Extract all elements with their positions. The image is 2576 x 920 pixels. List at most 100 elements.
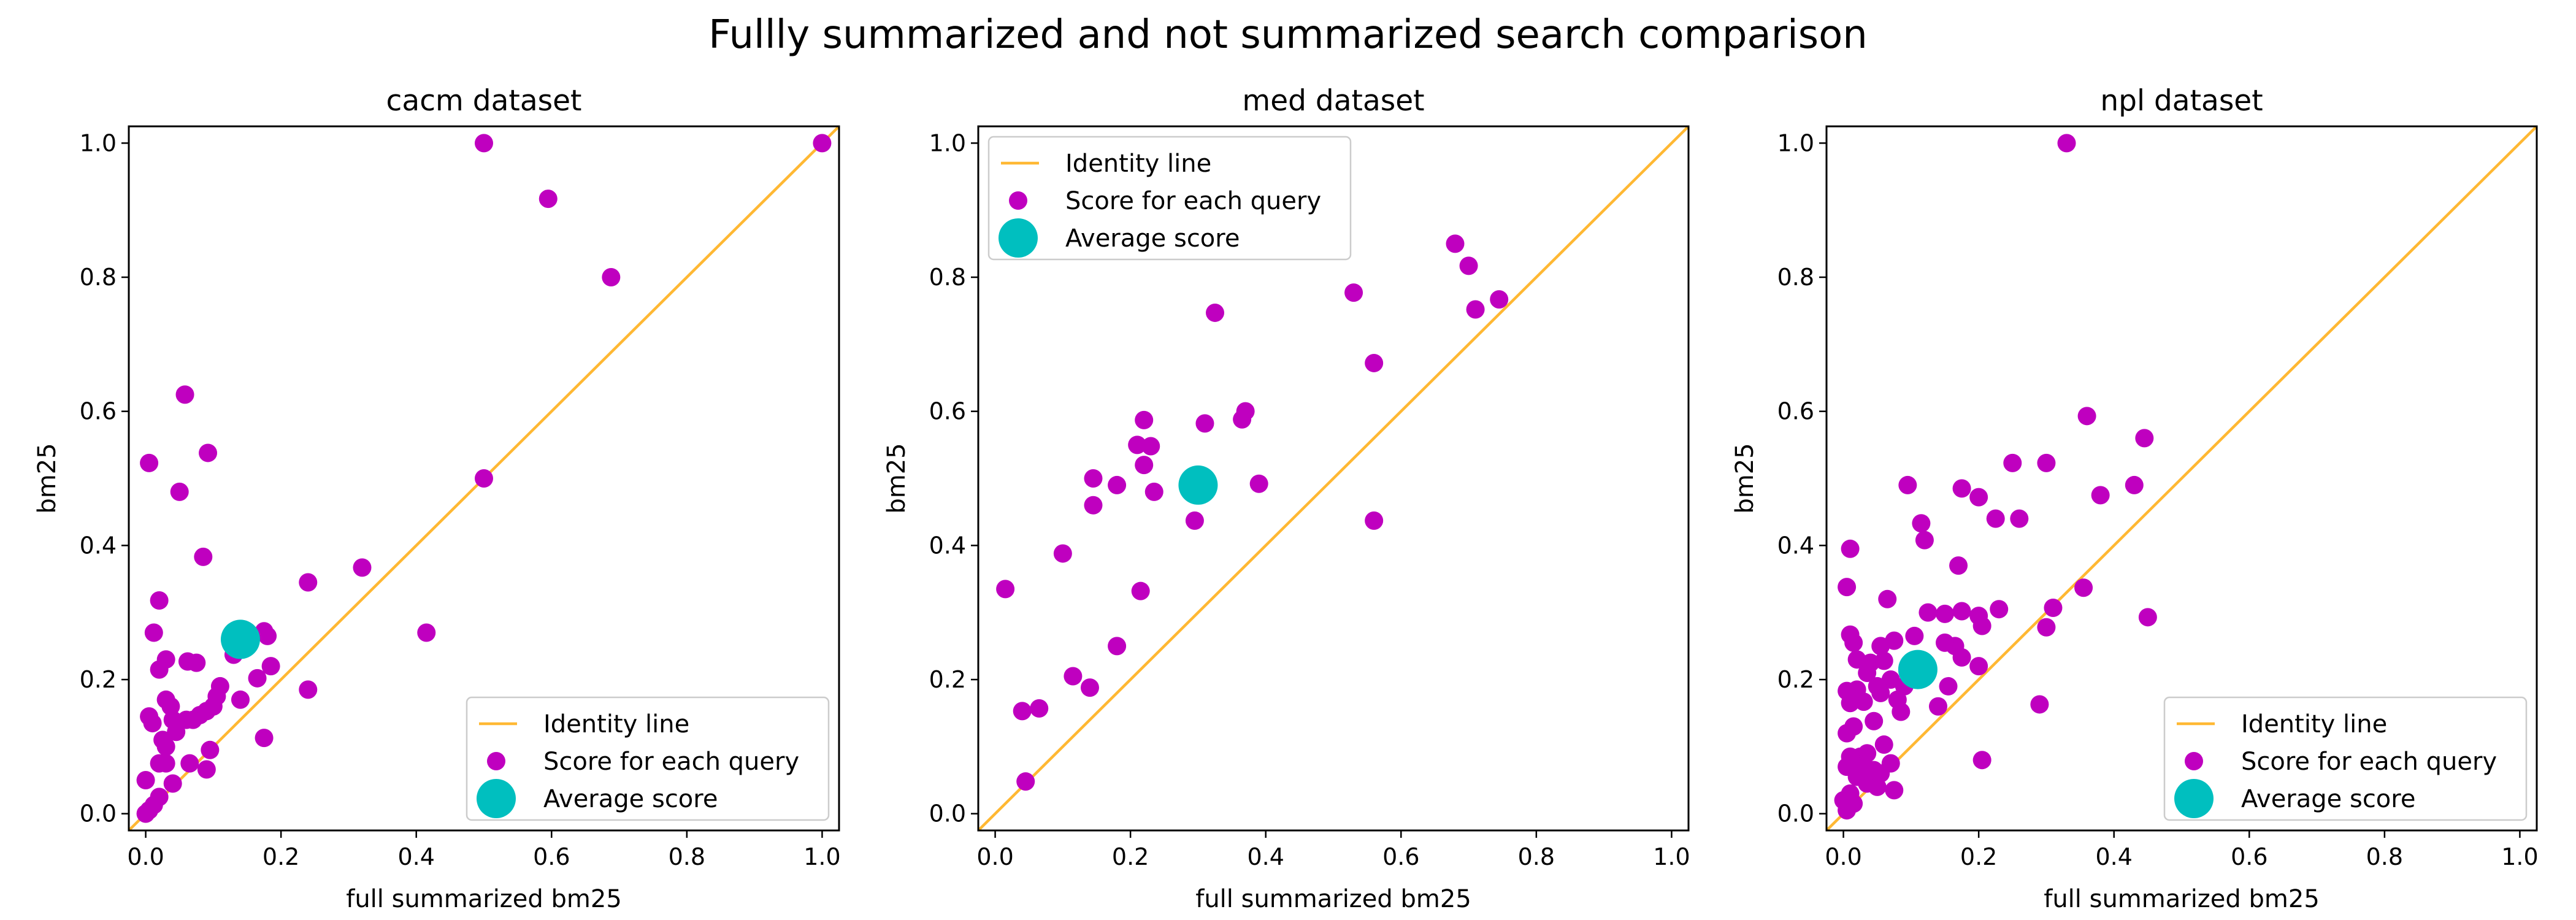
legend-query-swatch: [2185, 752, 2203, 770]
query-score-point: [258, 626, 277, 645]
x-tick-label: 0.6: [1382, 843, 1419, 870]
x-tick-label: 0.0: [127, 843, 164, 870]
query-score-point: [1972, 751, 1991, 770]
y-axis-label: bm25: [883, 443, 911, 513]
query-score-point: [1915, 531, 1934, 550]
query-score-point: [248, 669, 267, 688]
x-tick-label: 0.4: [2095, 843, 2132, 870]
query-score-point: [1030, 699, 1049, 718]
query-score-point: [1969, 488, 1988, 507]
y-tick-label: 1.0: [1777, 129, 1814, 156]
x-axis-label: full summarized bm25: [2044, 885, 2320, 913]
query-score-point: [1064, 667, 1083, 686]
query-score-point: [813, 134, 832, 153]
query-score-point: [197, 760, 216, 779]
query-score-point: [1084, 496, 1103, 515]
x-tick-label: 0.6: [2231, 843, 2267, 870]
x-tick-label: 0.2: [1960, 843, 1997, 870]
legend-query-score: Score for each query: [1065, 187, 1321, 215]
legend: Identity line Score for each query Average…: [466, 696, 830, 821]
legend-query-score: Score for each query: [543, 748, 799, 776]
query-score-point: [1936, 633, 1954, 652]
query-score-point: [156, 754, 175, 773]
query-score-point: [539, 190, 558, 209]
legend: Identity line Score for each query Average…: [2163, 696, 2528, 821]
query-score-point: [475, 134, 493, 153]
x-tick-label: 0.8: [2366, 843, 2403, 870]
chart-panel-3: npl dataset full summarized bm25 bm25 0.0 0.…: [1731, 84, 2539, 913]
legend-average-score: Average score: [2241, 785, 2415, 813]
y-tick-label: 1.0: [929, 129, 966, 156]
query-score-point: [1928, 697, 1947, 716]
query-score-point: [1838, 801, 1857, 820]
query-score-point: [1919, 603, 1938, 622]
query-score-point: [1080, 678, 1099, 697]
query-score-point: [1013, 702, 1032, 721]
x-tick-label: 1.0: [1653, 843, 1690, 870]
query-score-point: [1144, 482, 1163, 501]
query-score-point: [2037, 453, 2056, 472]
query-score-point: [1365, 511, 1384, 530]
query-score-point: [602, 268, 621, 286]
x-tick-label: 0.8: [669, 843, 705, 870]
legend-query-swatch: [487, 752, 505, 770]
y-tick-label: 0.0: [1777, 800, 1814, 827]
x-tick-label: 0.2: [263, 843, 299, 870]
query-score-point: [1466, 300, 1485, 319]
y-tick-label: 0.6: [80, 398, 117, 425]
query-score-point: [1912, 514, 1931, 533]
query-score-point: [1878, 589, 1897, 608]
query-score-point: [1108, 637, 1127, 656]
legend-box: [466, 696, 830, 821]
y-tick-label: 0.2: [929, 666, 966, 693]
query-score-point: [2138, 608, 2157, 627]
query-score-point: [1898, 475, 1917, 494]
query-score-point: [163, 774, 182, 793]
x-tick-label: 0.2: [1112, 843, 1149, 870]
query-score-point: [150, 660, 169, 679]
chart-title: med dataset: [1242, 84, 1424, 118]
legend-average-swatch: [477, 779, 516, 818]
legend-average-score: Average score: [543, 785, 718, 813]
query-score-point: [2003, 453, 2022, 472]
query-score-point: [1344, 283, 1363, 302]
query-score-point: [1865, 711, 1884, 730]
query-score-point: [1990, 600, 2009, 619]
x-tick-label: 0.8: [1518, 843, 1555, 870]
x-tick-label: 0.4: [1247, 843, 1284, 870]
query-score-point: [1885, 781, 1904, 800]
legend-identity-line: Identity line: [1065, 150, 1211, 178]
query-score-point: [2030, 695, 2049, 714]
legend-average-swatch: [2174, 779, 2214, 818]
x-tick-label: 0.6: [533, 843, 570, 870]
query-score-point: [299, 680, 318, 699]
chart-panel-1: cacm dataset full summarized bm25 bm25 0.0 0…: [33, 84, 841, 913]
identity-line: [1827, 126, 2537, 830]
query-score-point: [144, 623, 163, 642]
query-score-point: [1185, 511, 1204, 530]
query-score-point: [170, 482, 189, 501]
query-score-point: [1972, 616, 1991, 635]
query-score-point: [143, 714, 162, 733]
legend-average-score: Average score: [1065, 224, 1240, 253]
query-score-point: [1841, 694, 1860, 713]
query-score-point: [1233, 410, 1252, 429]
query-score-point: [1952, 648, 1971, 667]
query-score-point: [207, 687, 226, 706]
query-score-point: [140, 453, 159, 472]
legend-box: [2163, 696, 2528, 821]
query-score-point: [187, 653, 206, 672]
query-score-point: [1490, 290, 1509, 309]
query-score-point: [1871, 683, 1890, 702]
query-score-point: [261, 657, 280, 676]
query-score-point: [996, 580, 1015, 599]
y-tick-label: 0.4: [1777, 532, 1814, 559]
query-score-point: [2057, 134, 2076, 153]
query-score-point: [1141, 437, 1160, 456]
query-score-point: [1986, 509, 2005, 528]
query-score-point: [136, 771, 155, 789]
x-tick-label: 0.4: [397, 843, 434, 870]
query-score-point: [1868, 777, 1887, 796]
query-score-point: [201, 740, 220, 759]
y-tick-label: 0.8: [80, 264, 117, 291]
